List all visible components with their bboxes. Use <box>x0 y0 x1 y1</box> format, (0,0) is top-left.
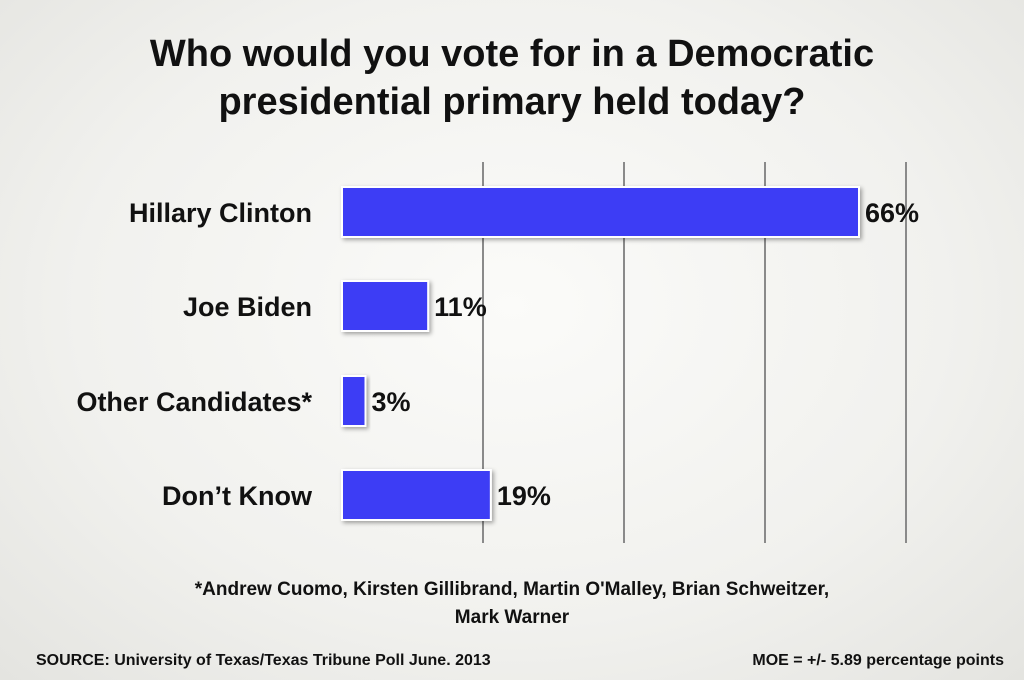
bar-1 <box>341 186 860 238</box>
bar-4 <box>341 469 492 521</box>
chart-title-line-2: presidential primary held today? <box>218 81 806 123</box>
chart-title-line-1: Who would you vote for in a Democratic <box>149 33 875 75</box>
labels: Hillary Clinton 66% Joe Biden 11% Other Cand… <box>76 198 919 511</box>
data-label-3: 3% <box>372 387 411 417</box>
category-label-4: Don’t Know <box>162 481 313 511</box>
chart-title: Who would you vote for in a Democratic p… <box>0 30 1024 126</box>
bars <box>341 186 860 521</box>
footnote: *Andrew Cuomo, Kirsten Gillibrand, Marti… <box>0 576 1024 632</box>
data-label-1: 66% <box>865 198 919 228</box>
category-label-1: Hillary Clinton <box>129 198 312 228</box>
bar-3 <box>341 375 367 427</box>
bar-2 <box>341 280 430 332</box>
footnote-line-2: Mark Warner <box>454 607 570 628</box>
margin-of-error-note: MOE = +/- 5.89 percentage points <box>752 652 1004 669</box>
category-label-3: Other Candidates* <box>76 387 312 417</box>
source-note: SOURCE: University of Texas/Texas Tribun… <box>36 652 491 669</box>
category-label-2: Joe Biden <box>183 292 312 322</box>
data-label-2: 11% <box>434 292 487 322</box>
data-label-4: 19% <box>497 481 551 511</box>
footnote-line-1: *Andrew Cuomo, Kirsten Gillibrand, Marti… <box>194 579 830 600</box>
